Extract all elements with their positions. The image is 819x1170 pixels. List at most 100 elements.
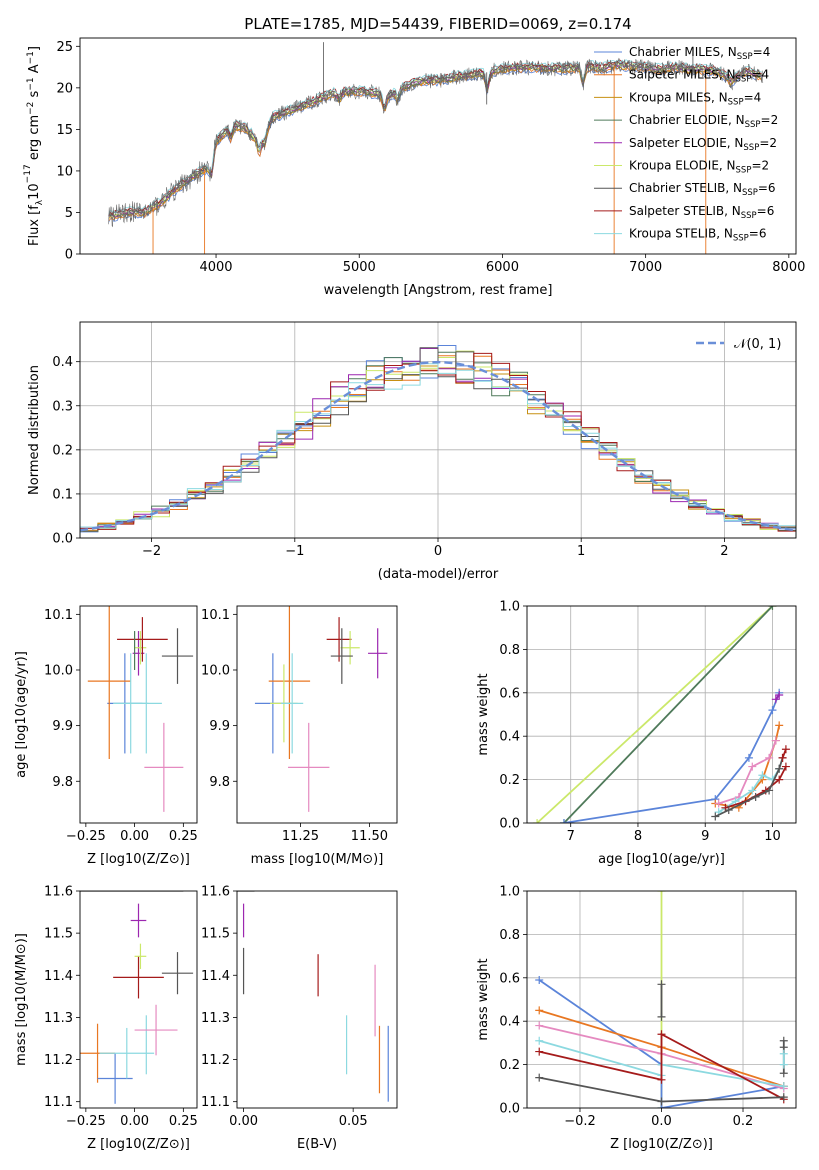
axes-frame bbox=[79, 37, 797, 255]
mass-weight-marker bbox=[533, 819, 542, 823]
legend-label-main: Kroupa ELODIE, N bbox=[629, 159, 736, 173]
y-tick-label: 1.0 bbox=[499, 600, 520, 615]
mass-weight-marker bbox=[748, 762, 757, 771]
legend-label-main: Salpeter ELODIE, N bbox=[629, 136, 743, 150]
axes-frame bbox=[236, 605, 398, 824]
mass-weight-line bbox=[715, 725, 781, 809]
x-tick-label: 8 bbox=[634, 829, 642, 844]
y-tick-label: 1.0 bbox=[499, 885, 520, 900]
axes-frame bbox=[79, 605, 198, 824]
x-tick-label: 5000 bbox=[343, 260, 376, 275]
y-tick-label: 11.1 bbox=[201, 1095, 230, 1110]
data-point bbox=[134, 1004, 178, 1056]
data-point bbox=[161, 952, 194, 995]
mass-vs-extinction-panel: 0.00 0.05 11.1 11.2 11.3 11.4 11.5 11.6 E(B-V) bbox=[201, 885, 398, 1152]
model-spectrum-line bbox=[108, 65, 762, 222]
mass-weight-marker bbox=[771, 695, 780, 704]
mass-weight-marker bbox=[559, 819, 568, 823]
legend-label-sub: SSP bbox=[733, 234, 749, 244]
observed-spectrum-line bbox=[108, 57, 764, 228]
x-tick-label: 0.25 bbox=[169, 829, 198, 844]
y-tick-label: 0.2 bbox=[499, 773, 520, 788]
y-tick-label: 5 bbox=[65, 206, 73, 221]
legend-label: Salpeter STELIB, NSSP=6 bbox=[629, 204, 774, 221]
y-tick-label: 11.3 bbox=[201, 1011, 230, 1026]
legend-label: Salpeter ELODIE, NSSP=2 bbox=[629, 136, 777, 153]
mass-weight-marker bbox=[775, 764, 784, 773]
data-point bbox=[330, 628, 353, 684]
normal-reference-curve bbox=[80, 360, 796, 532]
y-tick-label: 9.8 bbox=[209, 775, 230, 790]
y-axis-label-part: −1 bbox=[26, 77, 36, 90]
data-point bbox=[113, 956, 164, 999]
mass-weight-marker bbox=[781, 745, 790, 754]
mass-weight-marker bbox=[535, 1006, 544, 1015]
mass-weight-marker bbox=[535, 1047, 544, 1056]
legend-label-sub: SSP bbox=[741, 211, 757, 221]
mass-weight-marker bbox=[779, 1036, 788, 1045]
mass-weight-marker bbox=[765, 753, 774, 762]
mass-weight-marker bbox=[778, 753, 787, 762]
legend-label-main: Chabrier STELIB, N bbox=[629, 181, 742, 195]
y-axis-label: age [log10(age/yr)] bbox=[14, 651, 29, 778]
mass-weight-line bbox=[718, 768, 780, 813]
mass-weight-marker bbox=[535, 1036, 544, 1045]
data-point bbox=[368, 628, 388, 679]
y-tick-label: 0.8 bbox=[499, 928, 520, 943]
y-axis-label-part: erg cm bbox=[27, 115, 42, 164]
x-tick-label: 10 bbox=[764, 829, 781, 844]
y-tick-label: 0.0 bbox=[499, 817, 520, 832]
x-tick-label: −0.25 bbox=[66, 1114, 106, 1129]
residual-histogram-panel: −2 −1 0 1 2 0.0 0.1 0.2 0.3 0.4 𝒩(0, 1) (data-model… bbox=[27, 321, 797, 582]
y-axis-label: mass weight bbox=[476, 958, 491, 1040]
model-spectrum-line bbox=[108, 67, 762, 223]
x-tick-label: 2 bbox=[720, 544, 728, 559]
mass-weight-line bbox=[538, 1032, 785, 1101]
axes-frame bbox=[79, 321, 797, 539]
y-tick-label: 11.1 bbox=[44, 1095, 73, 1110]
y-tick-label: 0.4 bbox=[52, 355, 73, 370]
y-axis-label-part: ] bbox=[27, 46, 42, 51]
y-axis-label-part: 10 bbox=[27, 183, 42, 200]
y-tick-label: 9.9 bbox=[52, 719, 73, 734]
mass-weight-marker bbox=[714, 799, 723, 808]
mass-weight-marker bbox=[748, 786, 757, 795]
data-point bbox=[87, 606, 131, 760]
mass-weight-vs-metallicity-panel: −0.2 0.0 0.2 0.0 0.2 0.4 0.6 0.8 1.0 Z [log10(Z/Z… bbox=[476, 885, 797, 1152]
mass-weight-marker bbox=[781, 762, 790, 771]
y-tick-label: 0 bbox=[65, 248, 73, 263]
mass-weight-marker bbox=[724, 805, 733, 814]
data-point bbox=[340, 631, 360, 665]
x-tick-label: 4000 bbox=[199, 260, 232, 275]
mass-weight-marker bbox=[771, 736, 780, 745]
spectrum-panel: 4000 5000 6000 7000 8000 0 5 10 15 20 25 wavelength… bbox=[23, 37, 805, 298]
data-point bbox=[144, 722, 184, 812]
y-tick-label: 20 bbox=[56, 81, 73, 96]
legend-label-sub: SSP bbox=[743, 143, 759, 153]
y-tick-label: 0.4 bbox=[499, 730, 520, 745]
x-axis-label: Z [log10(Z/Z⊙)] bbox=[87, 852, 190, 867]
y-tick-label: 25 bbox=[56, 40, 73, 55]
y-tick-label: 9.9 bbox=[209, 719, 230, 734]
x-tick-label: 0.00 bbox=[120, 829, 149, 844]
axes-frame bbox=[526, 605, 797, 824]
y-axis-label: mass [log10(M/M⊙)] bbox=[14, 933, 29, 1066]
legend-label-sub: SSP bbox=[736, 166, 752, 176]
mass-weight-marker bbox=[779, 1082, 788, 1091]
mass-weight-line bbox=[536, 606, 774, 823]
data-point bbox=[268, 606, 311, 760]
x-axis-label: Z [log10(Z/Z⊙)] bbox=[610, 1137, 713, 1152]
mass-weight-marker bbox=[758, 771, 767, 780]
y-tick-label: 11.2 bbox=[44, 1053, 73, 1068]
x-tick-label: 0.00 bbox=[229, 1114, 258, 1129]
x-tick-label: 7 bbox=[567, 829, 575, 844]
mass-weight-marker bbox=[657, 1075, 666, 1084]
y-tick-label: 10.1 bbox=[44, 608, 73, 623]
legend-label-tail: =6 bbox=[749, 227, 767, 241]
mass-weight-marker bbox=[775, 721, 784, 730]
plot-area bbox=[254, 606, 388, 812]
mass-vs-metallicity-panel: −0.25 0.00 0.25 11.1 11.2 11.3 11.4 11.5 11.6 Z [… bbox=[14, 885, 198, 1153]
mass-weight-marker bbox=[779, 1069, 788, 1078]
